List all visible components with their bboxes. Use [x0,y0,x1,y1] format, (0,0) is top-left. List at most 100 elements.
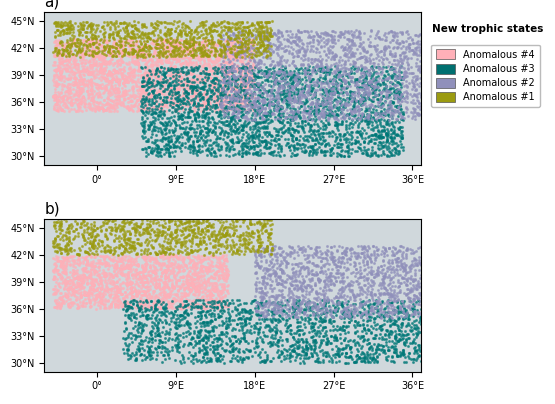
Point [135,106,144,112]
Point [54,56,63,63]
Point [194,276,203,282]
Point [224,43,233,49]
Point [139,74,148,80]
Point [362,291,371,298]
Point [250,112,259,119]
Point [143,63,152,69]
Point [90,67,99,74]
Point [407,327,416,333]
Point [229,78,238,84]
Point [319,270,328,276]
Point [263,354,271,361]
Point [365,90,374,96]
Point [81,49,90,56]
Point [250,86,259,92]
Point [254,39,263,46]
Point [230,21,239,27]
Point [208,36,216,42]
Point [222,139,231,146]
Point [216,89,225,96]
Point [398,331,407,338]
Point [351,359,360,365]
Point [300,46,309,53]
Point [183,231,192,238]
Point [236,67,245,73]
Point [158,138,166,145]
Point [123,235,132,241]
Point [378,282,387,288]
Point [67,42,76,49]
Point [211,87,220,94]
Point [135,54,144,60]
Point [260,274,269,281]
Point [169,141,178,147]
Point [289,105,297,111]
Point [77,90,85,96]
Point [202,27,211,34]
Point [341,137,350,143]
Point [144,107,153,114]
Point [256,63,265,70]
Point [337,259,346,265]
Point [202,99,211,105]
Point [217,89,226,96]
Point [170,49,179,55]
Point [191,286,200,292]
Point [321,328,330,335]
Point [70,62,79,68]
Point [307,323,316,330]
Point [372,124,381,130]
Point [178,316,187,322]
Point [390,52,399,58]
Point [406,91,415,98]
Point [243,120,252,126]
Point [293,294,302,301]
Point [261,142,270,148]
Point [224,46,233,53]
Point [193,274,202,280]
Point [260,72,269,78]
Point [355,106,364,112]
Point [54,94,63,101]
Point [238,216,246,222]
Point [110,238,119,244]
Point [327,56,336,63]
Point [256,83,265,89]
Point [251,48,260,55]
Point [61,246,70,253]
Point [165,354,174,361]
Point [238,312,247,319]
Point [160,86,169,93]
Point [96,42,105,49]
Point [65,76,74,82]
Point [179,87,188,94]
Point [357,243,366,249]
Point [277,290,286,297]
Point [193,234,201,240]
Point [279,48,288,55]
Point [300,122,309,128]
Point [144,297,153,303]
Point [361,75,370,81]
Point [132,258,140,264]
Point [411,73,420,80]
Point [366,282,375,288]
Point [64,246,73,253]
Point [312,262,321,268]
Point [369,78,377,84]
Point [139,226,148,233]
Point [199,337,208,343]
Point [386,277,395,283]
Point [171,240,180,246]
Point [382,118,391,124]
Point [334,295,343,301]
Point [131,334,140,341]
Point [369,98,377,105]
Point [185,260,194,266]
Point [269,243,278,249]
Point [77,59,85,66]
Point [92,84,101,90]
Point [216,38,225,45]
Point [181,295,190,302]
Point [271,317,280,323]
